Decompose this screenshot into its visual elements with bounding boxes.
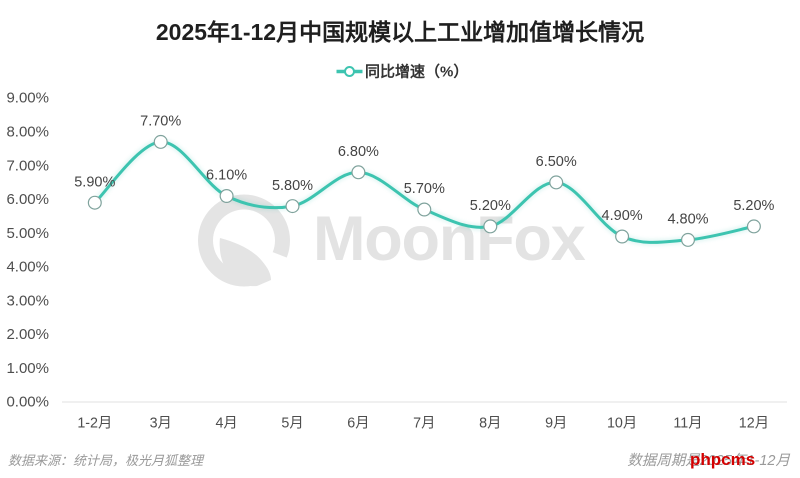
- svg-text:数据来源：统计局，极光月狐整理: 数据来源：统计局，极光月狐整理: [8, 453, 205, 468]
- svg-text:6.10%: 6.10%: [206, 168, 247, 184]
- svg-text:12月: 12月: [739, 416, 769, 432]
- svg-text:4月: 4月: [215, 416, 237, 432]
- svg-text:3月: 3月: [150, 416, 172, 432]
- svg-text:2.00%: 2.00%: [6, 326, 49, 343]
- svg-text:同比增速（%）: 同比增速（%）: [365, 63, 468, 81]
- svg-text:6.80%: 6.80%: [338, 144, 379, 160]
- svg-text:MoonFox: MoonFox: [313, 204, 586, 274]
- svg-text:4.90%: 4.90%: [602, 208, 643, 224]
- svg-text:7.70%: 7.70%: [140, 114, 181, 130]
- svg-text:数据周期是2025年1-12月: 数据周期是2025年1-12月: [627, 452, 790, 469]
- svg-text:3.00%: 3.00%: [6, 292, 49, 309]
- svg-text:10月: 10月: [607, 416, 637, 432]
- svg-text:9.00%: 9.00%: [6, 90, 49, 107]
- svg-text:4.00%: 4.00%: [6, 259, 49, 276]
- svg-text:6.50%: 6.50%: [536, 154, 577, 170]
- svg-text:4.80%: 4.80%: [667, 212, 708, 228]
- svg-text:7月: 7月: [413, 416, 435, 432]
- svg-text:0.00%: 0.00%: [6, 394, 49, 411]
- svg-text:6.00%: 6.00%: [6, 191, 49, 208]
- svg-text:5.20%: 5.20%: [470, 198, 511, 214]
- svg-text:11月: 11月: [673, 416, 702, 432]
- svg-text:6月: 6月: [347, 416, 369, 432]
- svg-text:5.90%: 5.90%: [74, 174, 115, 190]
- svg-text:5.00%: 5.00%: [6, 225, 49, 242]
- svg-text:8月: 8月: [479, 416, 501, 432]
- svg-text:7.00%: 7.00%: [6, 157, 49, 174]
- svg-text:phpcms: phpcms: [690, 450, 755, 469]
- svg-text:2025年1-12月中国规模以上工业增加值增长情况: 2025年1-12月中国规模以上工业增加值增长情况: [156, 19, 644, 45]
- svg-text:5.20%: 5.20%: [733, 198, 774, 214]
- svg-text:5月: 5月: [281, 416, 303, 432]
- svg-text:1.00%: 1.00%: [6, 360, 49, 377]
- svg-text:1-2月: 1-2月: [77, 416, 112, 432]
- svg-text:5.80%: 5.80%: [272, 178, 313, 194]
- svg-text:8.00%: 8.00%: [6, 124, 49, 141]
- svg-text:9月: 9月: [545, 416, 567, 432]
- svg-text:5.70%: 5.70%: [404, 181, 445, 197]
